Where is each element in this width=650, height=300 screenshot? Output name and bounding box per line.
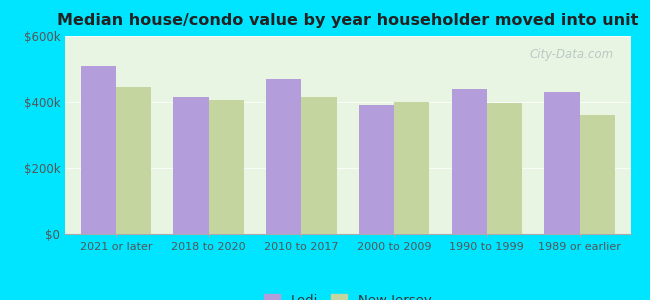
Legend: Lodi, New Jersey: Lodi, New Jersey (260, 290, 436, 300)
Title: Median house/condo value by year householder moved into unit: Median house/condo value by year househo… (57, 13, 638, 28)
Bar (394, 102, 430, 234)
Bar (266, 79, 302, 234)
Bar (116, 87, 151, 234)
Bar (359, 105, 394, 234)
Bar (452, 89, 487, 234)
Bar (487, 103, 522, 234)
Bar (174, 97, 209, 234)
Bar (544, 92, 580, 234)
Text: City-Data.com: City-Data.com (529, 48, 614, 61)
Bar (302, 97, 337, 234)
Bar (580, 115, 615, 234)
Bar (81, 66, 116, 234)
Bar (209, 100, 244, 234)
